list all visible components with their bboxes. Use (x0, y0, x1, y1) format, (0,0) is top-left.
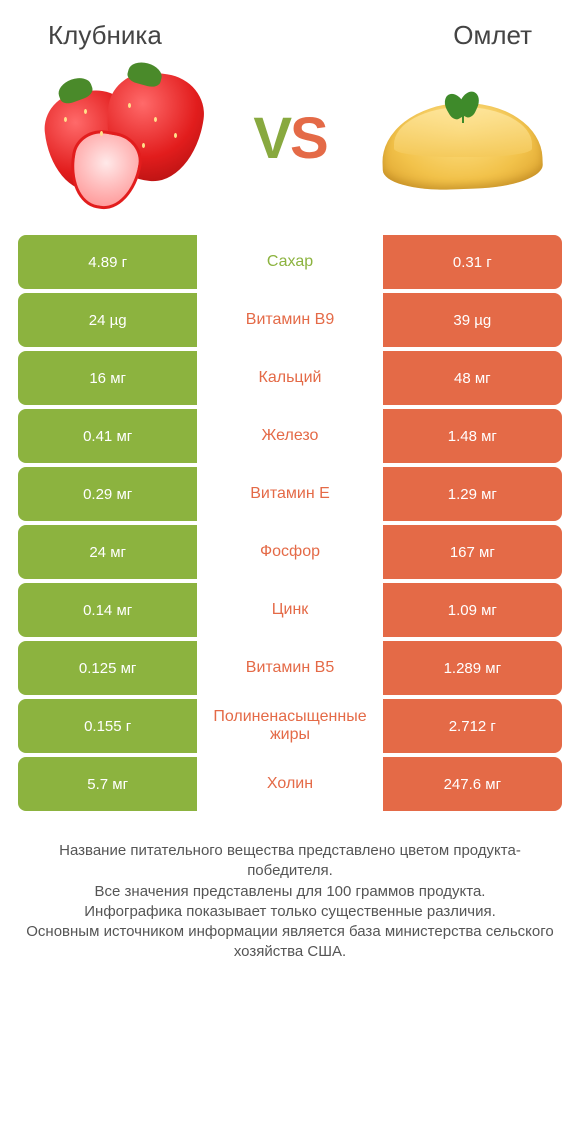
left-value-cell: 24 мг (18, 525, 197, 579)
right-value-cell: 2.712 г (383, 699, 562, 753)
right-value-cell: 1.289 мг (383, 641, 562, 695)
left-value-cell: 0.41 мг (18, 409, 197, 463)
table-row: 16 мгКальций48 мг (18, 351, 562, 405)
left-value-cell: 0.29 мг (18, 467, 197, 521)
vs-right-letter: S (290, 106, 327, 171)
nutrient-label-cell: Витамин B9 (200, 293, 379, 347)
table-row: 5.7 мгХолин247.6 мг (18, 757, 562, 811)
strawberry-image (36, 73, 206, 203)
table-row: 0.125 мгВитамин B51.289 мг (18, 641, 562, 695)
left-value-cell: 0.125 мг (18, 641, 197, 695)
right-value-cell: 167 мг (383, 525, 562, 579)
nutrient-label-cell: Железо (200, 409, 379, 463)
vs-label: VS (253, 105, 326, 172)
right-value-cell: 48 мг (383, 351, 562, 405)
footnote-text: Название питательного вещества представл… (18, 841, 562, 963)
left-value-cell: 0.155 г (18, 699, 197, 753)
comparison-table: 4.89 гСахар0.31 г24 µgВитамин B939 µg16 … (18, 235, 562, 811)
omelet-image (374, 73, 544, 203)
right-value-cell: 1.29 мг (383, 467, 562, 521)
left-product-title: Клубника (48, 20, 162, 51)
nutrient-label-cell: Сахар (200, 235, 379, 289)
hero-row: VS (18, 63, 562, 235)
right-value-cell: 1.09 мг (383, 583, 562, 637)
right-value-cell: 1.48 мг (383, 409, 562, 463)
right-value-cell: 0.31 г (383, 235, 562, 289)
nutrient-label-cell: Фосфор (200, 525, 379, 579)
table-row: 24 µgВитамин B939 µg (18, 293, 562, 347)
table-row: 24 мгФосфор167 мг (18, 525, 562, 579)
table-row: 0.41 мгЖелезо1.48 мг (18, 409, 562, 463)
titles-row: Клубника Омлет (18, 20, 562, 63)
table-row: 0.29 мгВитамин E1.29 мг (18, 467, 562, 521)
nutrient-label-cell: Витамин E (200, 467, 379, 521)
left-value-cell: 5.7 мг (18, 757, 197, 811)
nutrient-label-cell: Полиненасыщенные жиры (200, 699, 379, 753)
left-value-cell: 0.14 мг (18, 583, 197, 637)
nutrient-label-cell: Цинк (200, 583, 379, 637)
left-value-cell: 16 мг (18, 351, 197, 405)
table-row: 4.89 гСахар0.31 г (18, 235, 562, 289)
nutrient-label-cell: Холин (200, 757, 379, 811)
nutrient-label-cell: Кальций (200, 351, 379, 405)
left-value-cell: 24 µg (18, 293, 197, 347)
right-value-cell: 39 µg (383, 293, 562, 347)
table-row: 0.155 гПолиненасыщенные жиры2.712 г (18, 699, 562, 753)
left-value-cell: 4.89 г (18, 235, 197, 289)
right-product-title: Омлет (453, 20, 532, 51)
nutrient-label-cell: Витамин B5 (200, 641, 379, 695)
vs-left-letter: V (253, 106, 290, 171)
right-value-cell: 247.6 мг (383, 757, 562, 811)
table-row: 0.14 мгЦинк1.09 мг (18, 583, 562, 637)
